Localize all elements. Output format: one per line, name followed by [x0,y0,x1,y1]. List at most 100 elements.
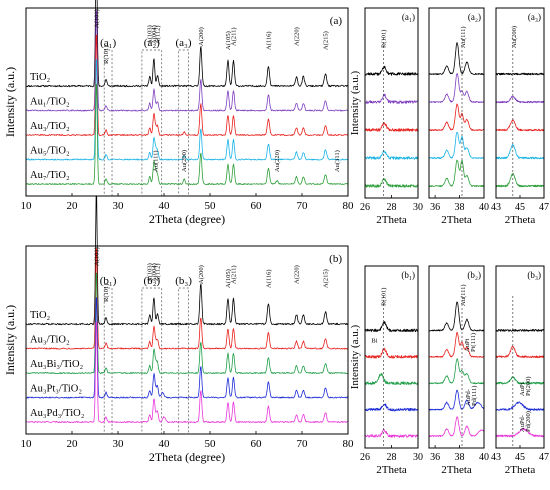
peak-label: A(211) [230,265,237,284]
peak-label-bi: Bi [371,337,377,344]
peak-label-alloy: Pd(200) [525,411,532,432]
series-trace [364,347,419,359]
panel-label: (b₁) [401,270,415,280]
x-axis-label: 2Theta [441,464,472,476]
peak-label: A(200) [198,265,205,284]
peak-label: A(105) [225,269,232,288]
x-tick-label: 30 [413,202,423,213]
series-label: Au₃/TiO₂ [30,121,70,132]
series-label: Au₅/TiO₂ [30,146,70,157]
series-trace [25,10,349,112]
panel-b: (b₁) (b₂) (b₃) TiO₂ Au₃/TiO₂ Au₃Bi₃/TiO₂ Au₃Pt… [3,195,355,464]
series-label: Au₇/TiO₂ [30,170,70,181]
region-box [178,49,189,197]
series-trace [25,0,348,88]
x-tick-label: 30 [113,438,125,450]
series-label: Au₃Pd₃/TiO₂ [30,408,85,419]
x-axis-label: 2Theta (degree) [149,450,225,464]
x-tick-label: 30 [413,452,423,463]
x-axis-label: 2Theta [376,214,407,226]
x-tick-label: 50 [205,200,217,212]
region-box [178,287,189,435]
x-tick-label: 10 [21,200,33,212]
x-tick-label: 26 [360,452,370,463]
peak-label-au: Au(111) [153,150,160,172]
panel-label: (b₃) [527,270,541,280]
x-tick-label: 60 [251,438,263,450]
peak-label: A(103) [147,263,154,282]
x-tick-label: 43 [491,452,501,463]
peak-label: A(220) [293,265,300,284]
y-axis-label: Intensity (a.u.) [349,70,361,135]
region-label: (b₁) [100,275,117,287]
x-tick-label: 20 [67,438,79,450]
peak-label: A(004) [151,25,158,44]
x-tick-label: 47 [539,452,549,463]
series-trace [495,172,545,188]
series-trace [25,195,348,326]
series-trace [428,73,484,104]
peak-label-au: Au(200) [181,150,188,172]
series-trace [25,272,349,375]
x-axis-label: 2Theta [505,464,536,476]
region-box [141,49,163,197]
peak-label: A(215) [322,31,329,50]
series-trace [364,149,419,160]
region-label: (b₂) [143,275,160,287]
series-trace [495,345,545,359]
series-trace [25,34,349,137]
peak-label: A(112) [155,263,162,282]
x-tick-label: 28 [387,452,397,463]
series-trace [25,297,349,399]
region-box [103,49,113,197]
plot-frame [25,7,349,197]
series-label: Au₃/TiO₂ [30,335,70,346]
x-tick-label: 40 [479,452,489,463]
peak-label: A(112) [155,25,162,44]
x-tick-label: 45 [515,202,525,213]
peak-label-alloy: Pd(111) [471,386,478,406]
x-tick-label: 36 [430,452,440,463]
panel-label: (a₁) [402,12,415,22]
peak-label: A(220) [293,27,300,46]
peak-label-alloy: AuPt [464,338,471,352]
series-trace [495,401,545,411]
series-trace [364,403,419,412]
peak-label-au: Au(311) [334,150,341,172]
series-trace [364,428,419,438]
peak-label-alloy: AuPt [519,382,526,396]
series-trace [428,131,485,159]
x-tick-label: 45 [515,452,525,463]
x-tick-label: 50 [205,438,217,450]
x-axis-label: 2Theta [505,214,536,226]
peak-label: A(101) [93,247,100,266]
region-label: (b₃) [175,275,192,287]
peak-label: A(116) [265,31,272,50]
peak-label: A(103) [147,25,154,44]
peak-label: R(101) [103,46,110,64]
peak-label-alloy: Pt(111) [470,333,477,352]
series-trace [364,373,419,385]
panel-label: (a₂) [468,12,481,22]
panel-b2: 36 38 40 (b₂) 2Theta Au(111) AuPt Pt(111) AuPd- P… [428,265,489,476]
series-label: Au₃Pt₃/TiO₂ [30,384,82,395]
series-trace [364,93,419,104]
x-tick-label: 20 [67,200,79,212]
series-trace [364,178,419,188]
x-axis-label: 2Theta [441,214,472,226]
series-trace [364,122,419,132]
peak-label: R(101) [381,288,388,306]
peak-label: Au(200) [511,26,518,48]
x-axis-label: 2Theta [376,464,407,476]
region-label: (a₂) [144,37,160,49]
peak-label: A(004) [151,263,158,282]
peak-label: R(101) [381,30,388,48]
x-tick-label: 36 [430,202,440,213]
series-trace [25,321,348,424]
series-trace [495,95,545,104]
x-tick-label: 80 [343,438,355,450]
peak-label-alloy: AuPd- [519,415,526,432]
series-trace [428,331,484,358]
series-label: Au₁/TiO₂ [30,97,70,108]
peak-label: A(101) [93,9,100,28]
